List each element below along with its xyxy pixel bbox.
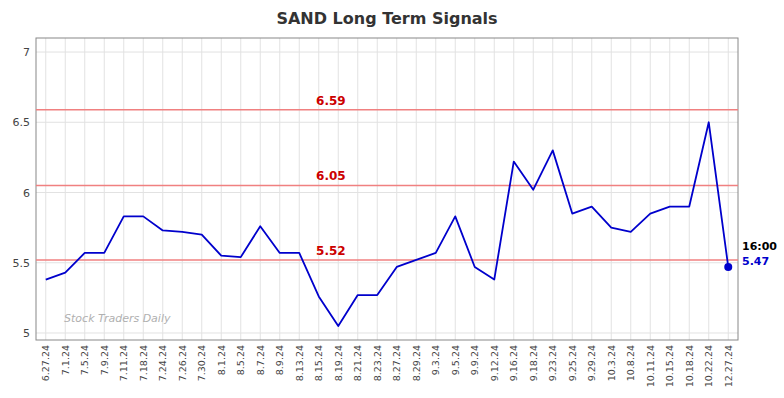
x-tick-label: 8.5.24: [235, 345, 246, 375]
grid-line-x: [474, 38, 475, 340]
grid-line-y: [36, 122, 738, 123]
grid-line-x: [221, 38, 222, 340]
grid-line-x: [494, 38, 495, 340]
signal-line: [36, 109, 738, 111]
x-tick-label: 8.7.24: [255, 345, 266, 375]
x-tick-label: 12.27.24: [723, 345, 734, 387]
chart: SAND Long Term Signals 5 5.5 6 6.5 7 6.27.24 7.…: [0, 0, 784, 398]
y-tick-label: 6: [23, 187, 30, 200]
signal-label: 6.59: [316, 94, 346, 108]
x-tick-label: 8.15.24: [313, 345, 324, 381]
grid-line-y: [36, 332, 738, 333]
grid-line-x: [279, 38, 280, 340]
grid-line-x: [84, 38, 85, 340]
y-tick-label: 6.5: [13, 116, 31, 129]
grid-line-x: [455, 38, 456, 340]
grid-line-y: [36, 192, 738, 193]
x-tick-label: 8.1.24: [216, 345, 227, 375]
grid-line-y: [36, 262, 738, 263]
grid-line-x: [260, 38, 261, 340]
last-point: [724, 263, 732, 271]
x-tick-label: 7.18.24: [138, 345, 149, 381]
x-tick-label: 9.9.24: [469, 345, 480, 375]
x-tick-label: 10.8.24: [625, 345, 636, 381]
signal-label: 5.52: [316, 244, 346, 258]
x-tick-label: 10.3.24: [606, 345, 617, 381]
grid-line-x: [299, 38, 300, 340]
grid-line-x: [104, 38, 105, 340]
grid-line-x: [708, 38, 709, 340]
watermark: Stock Traders Daily: [64, 312, 171, 325]
x-tick-label: 8.23.24: [372, 345, 383, 381]
x-tick-label: 9.16.24: [508, 345, 519, 381]
x-tick-label: 9.18.24: [528, 345, 539, 381]
grid-line-x: [240, 38, 241, 340]
y-tick-label: 7: [23, 46, 30, 59]
title: SAND Long Term Signals: [276, 9, 497, 28]
grid-line-x: [435, 38, 436, 340]
x-tick-label: 6.27.24: [40, 345, 51, 381]
grid-line-x: [416, 38, 417, 340]
grid-line-x: [591, 38, 592, 340]
grid-line-x: [338, 38, 339, 340]
last-point-annotation: 5.47: [742, 255, 769, 268]
last-point-annotation: 16:00: [742, 240, 777, 253]
signal-line: [36, 185, 738, 187]
x-tick-label: 7.1.24: [60, 345, 71, 375]
grid-line-x: [45, 38, 46, 340]
x-tick-label: 10.18.24: [684, 345, 695, 387]
grid-line-x: [143, 38, 144, 340]
x-tick-label: 8.13.24: [294, 345, 305, 381]
grid-line-x: [123, 38, 124, 340]
x-tick-label: 9.3.24: [430, 345, 441, 375]
x-tick-label: 7.30.24: [196, 345, 207, 381]
y-tick-label: 5.5: [13, 257, 31, 270]
grid-line-x: [182, 38, 183, 340]
x-tick-label: 7.11.24: [118, 345, 129, 381]
grid-line-x: [162, 38, 163, 340]
plot-area: [36, 110, 738, 326]
grid-line-x: [689, 38, 690, 340]
grid-line-x: [572, 38, 573, 340]
price-line: [46, 122, 729, 326]
x-tick-label: 10.22.24: [703, 345, 714, 387]
signal-line: [36, 259, 738, 261]
x-tick-label: 9.12.24: [489, 345, 500, 381]
grid-line-x: [630, 38, 631, 340]
x-tick-label: 7.5.24: [79, 345, 90, 375]
grid-line-x: [513, 38, 514, 340]
y-tick-label: 5: [23, 327, 30, 340]
grid-line-x: [728, 38, 729, 340]
signal-label: 6.05: [316, 169, 346, 183]
x-tick-label: 10.11.24: [645, 345, 656, 387]
grid-line-x: [669, 38, 670, 340]
grid-line-y: [36, 52, 738, 53]
grid-line-x: [65, 38, 66, 340]
grid: [36, 38, 738, 340]
x-tick-label: 8.9.24: [274, 345, 285, 375]
x-tick-label: 8.21.24: [352, 345, 363, 381]
grid-line-x: [650, 38, 651, 340]
x-tick-label: 8.19.24: [333, 345, 344, 381]
x-tick-label: 9.23.24: [547, 345, 558, 381]
grid-line-x: [396, 38, 397, 340]
grid-line-x: [201, 38, 202, 340]
x-tick-label: 7.26.24: [177, 345, 188, 381]
x-tick-label: 10.15.24: [664, 345, 675, 387]
grid-line-x: [611, 38, 612, 340]
x-tick-label: 9.25.24: [567, 345, 578, 381]
x-tick-label: 9.29.24: [586, 345, 597, 381]
grid-line-x: [552, 38, 553, 340]
plot-frame: [36, 38, 738, 340]
x-tick-label: 9.5.24: [450, 345, 461, 375]
x-tick-label: 8.27.24: [391, 345, 402, 381]
x-tick-label: 7.9.24: [99, 345, 110, 375]
x-tick-label: 7.24.24: [157, 345, 168, 381]
x-tick-label: 8.29.24: [411, 345, 422, 381]
